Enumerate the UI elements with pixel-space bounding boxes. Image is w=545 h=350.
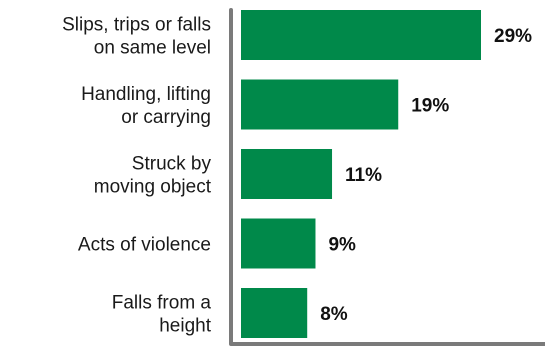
value-label-1: 19% [411, 96, 449, 117]
category-label-line: Struck by [132, 154, 212, 175]
category-label-1: Handling, lifting or carrying [81, 84, 211, 128]
category-label-line: Handling, lifting [81, 84, 211, 105]
bar-4 [241, 288, 308, 338]
value-label-0: 29% [494, 26, 532, 47]
category-label-3: Acts of violence [78, 235, 211, 256]
bar-0 [241, 10, 481, 60]
value-label-2: 11% [345, 165, 382, 186]
category-label-line: Slips, trips or falls [62, 15, 211, 36]
category-label-line: or carrying [121, 107, 211, 128]
category-label-line: on same level [94, 38, 211, 59]
category-label-4: Falls from a height [112, 293, 212, 337]
category-label-2: Struck by moving object [94, 154, 212, 198]
category-label-0: Slips, trips or falls on same level [62, 15, 211, 59]
bars-group [241, 10, 481, 338]
bar-3 [241, 218, 316, 269]
value-label-3: 9% [328, 235, 356, 256]
chart-axis-line [229, 8, 545, 346]
bar-1 [241, 79, 399, 130]
value-labels-group: 29% 19% 11% 9% 8% [320, 26, 532, 325]
bar-2 [241, 149, 333, 199]
value-label-4: 8% [320, 304, 348, 325]
category-label-line: Falls from a [112, 293, 212, 314]
category-labels-group: Slips, trips or falls on same level Handli… [62, 15, 212, 337]
category-label-line: height [159, 316, 211, 337]
category-label-line: Acts of violence [78, 235, 211, 256]
category-label-line: moving object [94, 177, 212, 198]
